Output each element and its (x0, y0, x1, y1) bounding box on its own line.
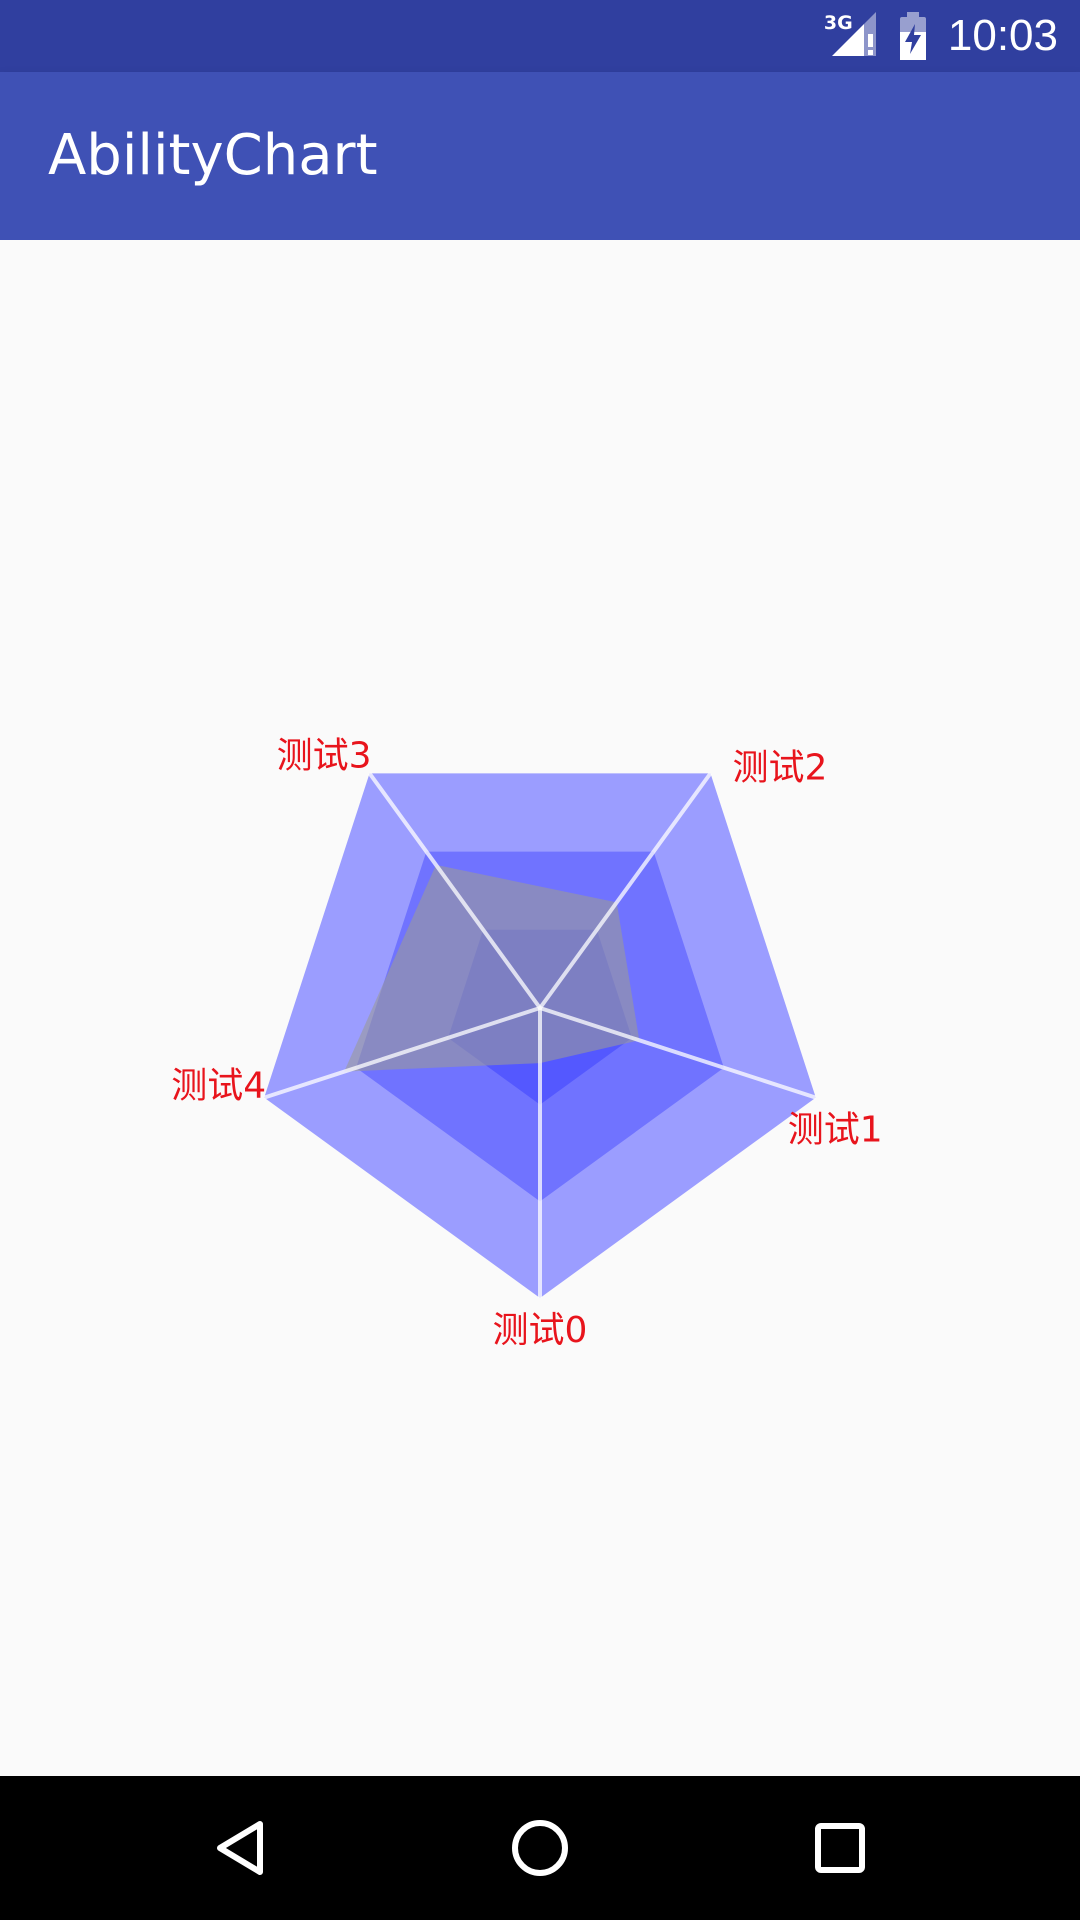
radar-axis-line-3 (367, 772, 542, 1010)
content-area: 测试0 测试1 测试2 测试3 测试4 (0, 240, 1080, 1776)
back-triangle-icon (217, 1821, 263, 1875)
status-time: 10:03 (947, 11, 1058, 60)
radar-axis-line-2 (538, 772, 713, 1010)
radar-axis-label-3: 测试3 (277, 735, 372, 776)
radar-data-polygon-0 (344, 864, 640, 1072)
radar-axis-label-4: 测试4 (171, 1066, 266, 1107)
battery-charging-icon (899, 12, 926, 60)
app-toolbar: AbilityChart (0, 72, 1080, 240)
home-button[interactable] (468, 1776, 612, 1920)
status-icons: 3G 10:03 (824, 0, 1058, 72)
home-circle-icon (512, 1820, 568, 1876)
cell-signal-icon: 3G (824, 12, 878, 60)
recents-square-icon (815, 1823, 865, 1873)
status-bar: 3G 10:03 (0, 0, 1080, 72)
app-title: AbilityChart (48, 123, 378, 188)
network-type-label: 3G (823, 12, 853, 34)
radar-axis-label-2: 测试2 (732, 747, 827, 788)
radar-axis-label-0: 测试0 (493, 1310, 588, 1351)
radar-axis-line-1 (539, 1006, 817, 1100)
radar-axis-line-4 (263, 1006, 541, 1100)
back-button[interactable] (168, 1776, 312, 1920)
ability-radar-chart: 测试0 测试1 测试2 测试3 测试4 (171, 735, 883, 1351)
radar-axis-label-1: 测试1 (788, 1110, 883, 1151)
navigation-bar (0, 1776, 1080, 1920)
recents-button[interactable] (768, 1776, 912, 1920)
